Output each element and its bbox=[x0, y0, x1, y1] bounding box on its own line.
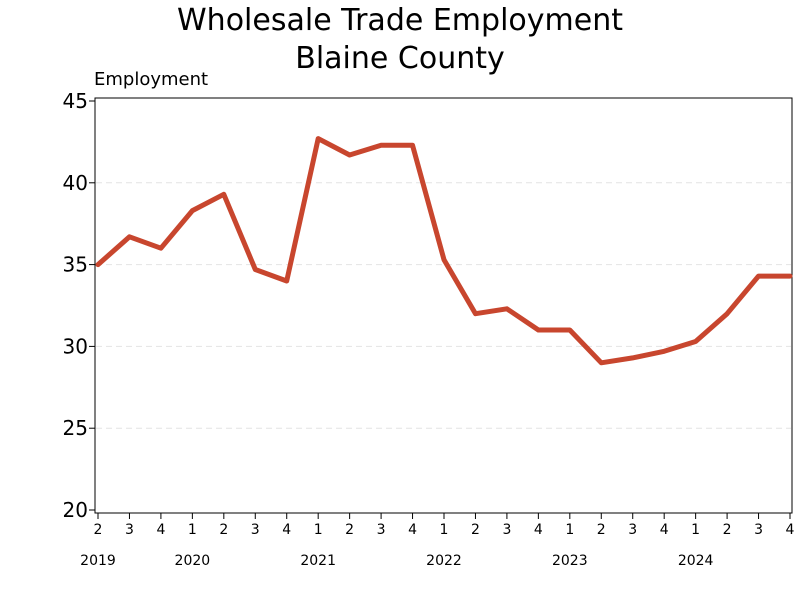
y-tick-label: 20 bbox=[63, 498, 88, 522]
x-tick-label: 3 bbox=[377, 522, 386, 538]
y-tick-label: 45 bbox=[63, 89, 88, 113]
x-tick-label: 3 bbox=[251, 522, 260, 538]
y-tick-label: 25 bbox=[63, 416, 88, 440]
x-tick-label: 1 bbox=[691, 522, 700, 538]
x-year-label: 2024 bbox=[678, 553, 714, 569]
x-tick-label: 1 bbox=[314, 522, 323, 538]
x-tick-label: 2 bbox=[471, 522, 480, 538]
chart-title-line-2: Blaine County bbox=[295, 41, 505, 76]
x-tick-label: 3 bbox=[502, 522, 511, 538]
x-tick-label: 4 bbox=[156, 522, 165, 538]
x-tick-label: 2 bbox=[94, 522, 103, 538]
x-tick-label: 1 bbox=[565, 522, 574, 538]
x-tick-label: 4 bbox=[786, 522, 795, 538]
y-axis-label: Employment bbox=[94, 69, 208, 90]
x-tick-label: 3 bbox=[754, 522, 763, 538]
x-tick-label: 4 bbox=[408, 522, 417, 538]
x-year-label: 2020 bbox=[175, 553, 211, 569]
series-group bbox=[95, 136, 793, 366]
chart-title-line-1: Wholesale Trade Employment bbox=[177, 3, 623, 38]
x-tick-label: 1 bbox=[188, 522, 197, 538]
series-line bbox=[95, 136, 793, 366]
x-tick-label: 2 bbox=[219, 522, 228, 538]
y-axis: 20 25 30 35 40 45 bbox=[63, 89, 95, 522]
x-year-label: 2019 bbox=[80, 553, 116, 569]
y-tick-label: 30 bbox=[63, 334, 88, 358]
x-tick-label: 1 bbox=[440, 522, 449, 538]
x-tick-label: 4 bbox=[660, 522, 669, 538]
x-year-label: 2023 bbox=[552, 553, 588, 569]
x-tick-label: 4 bbox=[282, 522, 291, 538]
x-tick-label: 4 bbox=[534, 522, 543, 538]
x-tick-label: 2 bbox=[345, 522, 354, 538]
x-year-label: 2022 bbox=[426, 553, 462, 569]
x-tick-label: 2 bbox=[597, 522, 606, 538]
x-tick-label: 2 bbox=[723, 522, 732, 538]
x-tick-label: 3 bbox=[628, 522, 637, 538]
gridlines bbox=[96, 182, 791, 429]
y-tick-label: 40 bbox=[63, 171, 88, 195]
plot-area-frame bbox=[94, 97, 793, 514]
y-tick-label: 35 bbox=[63, 253, 88, 277]
x-tick-label: 3 bbox=[125, 522, 134, 538]
x-year-label: 2021 bbox=[300, 553, 336, 569]
x-axis: 2 3 4 1 2 3 4 1 2 3 4 1 2 3 4 1 2 3 4 1 2 3 4 2019 2020 2021 2022 2… bbox=[80, 513, 795, 569]
